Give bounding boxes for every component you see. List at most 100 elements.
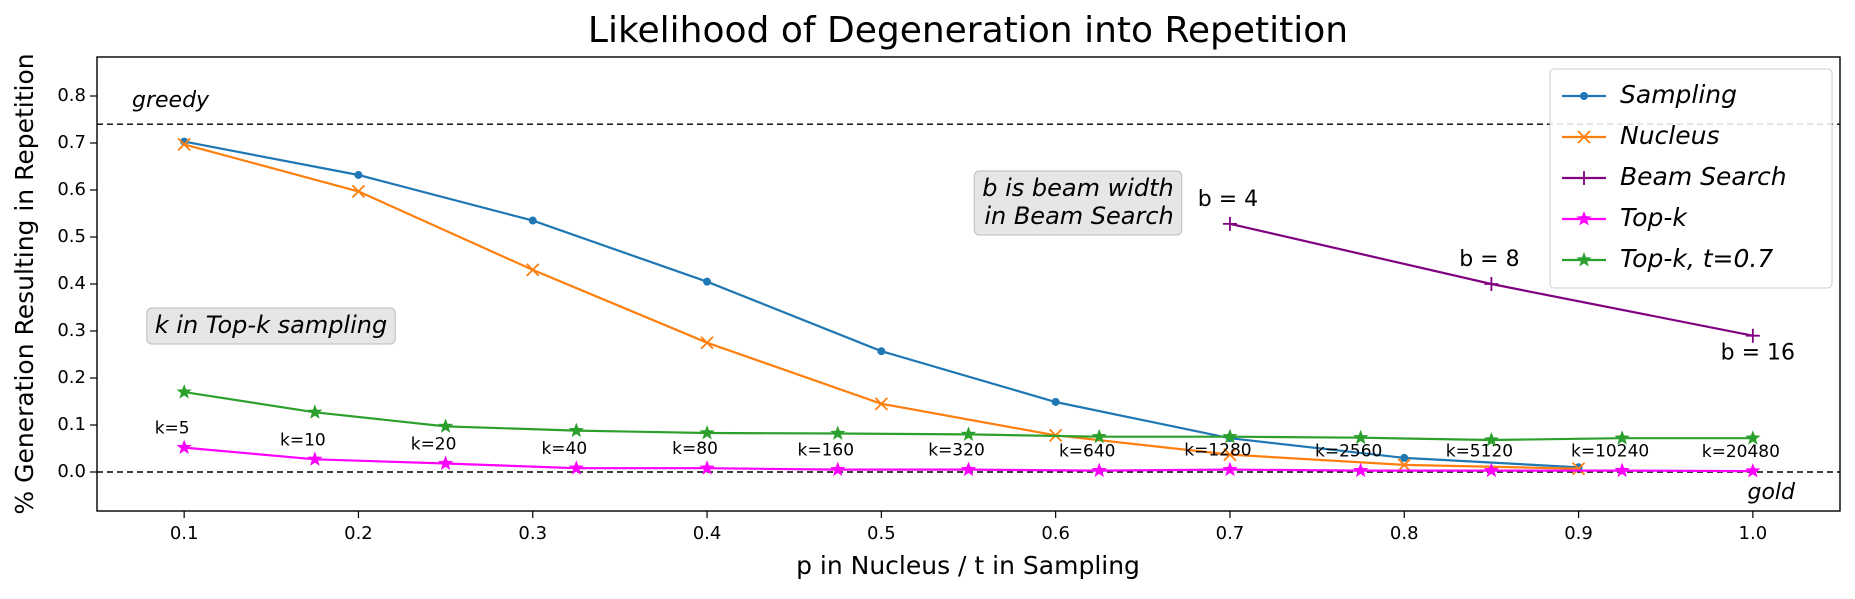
annotation-text: k in Top-k sampling — [155, 311, 387, 339]
legend-box — [1549, 68, 1833, 289]
y-tick-label: 0.0 — [57, 461, 86, 482]
point — [830, 461, 846, 477]
x-tick-label: 0.8 — [1390, 523, 1419, 544]
point — [1571, 462, 1586, 476]
legend-label: Top-k — [1620, 203, 1688, 232]
point — [307, 404, 323, 419]
y-tick-label: 0.4 — [57, 273, 86, 294]
legend-label: Beam Search — [1620, 162, 1787, 191]
legend-marker — [1576, 252, 1592, 267]
annotation: k in Top-k sampling — [146, 307, 396, 345]
point-label: k=1280 — [1184, 441, 1251, 461]
point — [699, 460, 715, 475]
point — [1614, 462, 1630, 478]
point — [1483, 432, 1499, 447]
point — [1091, 462, 1107, 478]
point — [526, 263, 540, 277]
point-label: k=10240 — [1571, 442, 1649, 462]
reference-label: greedy — [132, 88, 210, 113]
point — [438, 418, 454, 433]
x-axis-label: p in Nucleus / t in Sampling — [796, 551, 1140, 580]
point — [874, 397, 888, 411]
point — [354, 170, 363, 179]
point-label: k=40 — [541, 439, 587, 459]
legend-label: Top-k, t=0.7 — [1620, 244, 1773, 273]
y-tick-label: 0.7 — [57, 132, 86, 153]
x-tick-label: 0.6 — [1041, 523, 1070, 544]
y-tick-label: 0.2 — [57, 367, 86, 388]
point — [568, 460, 584, 475]
point — [176, 384, 192, 399]
point-label: k=5120 — [1446, 442, 1513, 462]
point — [830, 425, 846, 440]
point — [1353, 429, 1369, 445]
point-label: k=160 — [798, 441, 855, 461]
point — [877, 347, 886, 356]
y-tick-label: 0.3 — [57, 320, 86, 341]
point-label: k=10 — [280, 430, 326, 450]
point — [960, 426, 977, 441]
y-tick-label: 0.5 — [57, 226, 86, 247]
point — [307, 451, 323, 466]
x-tick-label: 1.0 — [1739, 523, 1768, 544]
point — [700, 336, 714, 350]
point — [960, 461, 977, 477]
x-tick-label: 0.4 — [693, 523, 722, 544]
series-line — [183, 140, 1579, 469]
point — [703, 277, 712, 286]
point-label: b = 8 — [1459, 247, 1519, 272]
point — [568, 422, 584, 438]
point — [1745, 328, 1760, 343]
legend-label: Sampling — [1620, 80, 1737, 109]
point — [176, 439, 192, 454]
point — [1400, 453, 1409, 462]
legend-marker — [1577, 130, 1591, 144]
y-axis-label: % Generation Resulting in Repetition — [10, 53, 39, 514]
y-tick-label: 0.1 — [57, 414, 86, 435]
x-tick-label: 0.1 — [170, 523, 199, 544]
reference-label: gold — [1747, 480, 1796, 505]
point — [1222, 216, 1237, 231]
y-tick-label: 0.6 — [57, 179, 86, 200]
point — [351, 184, 366, 199]
point — [177, 137, 191, 152]
x-tick-label: 0.2 — [344, 523, 373, 544]
point — [1222, 461, 1238, 477]
chart-title: Likelihood of Degeneration into Repetiti… — [588, 10, 1348, 51]
point-label: b = 4 — [1198, 187, 1258, 212]
point — [1483, 462, 1499, 478]
point — [1222, 428, 1238, 444]
point-label: b = 16 — [1721, 341, 1795, 366]
point — [1745, 463, 1761, 478]
point — [1051, 397, 1060, 406]
x-tick-label: 0.9 — [1564, 523, 1593, 544]
point — [1353, 462, 1369, 478]
legend-marker — [1580, 92, 1588, 100]
plot-frame — [96, 56, 1841, 512]
x-tick-label: 0.7 — [1216, 523, 1245, 544]
point-label: k=20480 — [1702, 442, 1780, 462]
x-tick-label: 0.5 — [867, 523, 896, 544]
point-label: k=80 — [672, 439, 718, 459]
point — [1745, 430, 1761, 445]
legend-marker — [1576, 211, 1592, 226]
annotation-box — [973, 170, 1183, 236]
point-label: k=320 — [928, 441, 985, 461]
annotation-box — [146, 307, 396, 345]
legend-marker — [1577, 171, 1591, 185]
point — [699, 425, 715, 440]
point — [528, 216, 537, 225]
y-tick-label: 0.8 — [57, 85, 86, 106]
legend-label: Nucleus — [1620, 121, 1720, 150]
point — [1484, 277, 1499, 291]
point — [1223, 447, 1237, 462]
point-label: k=2560 — [1315, 442, 1382, 462]
point — [1397, 458, 1411, 472]
point-label: k=640 — [1059, 442, 1116, 462]
annotation-text: b is beam width — [982, 174, 1174, 202]
point-label: k=20 — [411, 435, 457, 455]
point — [1091, 428, 1107, 444]
